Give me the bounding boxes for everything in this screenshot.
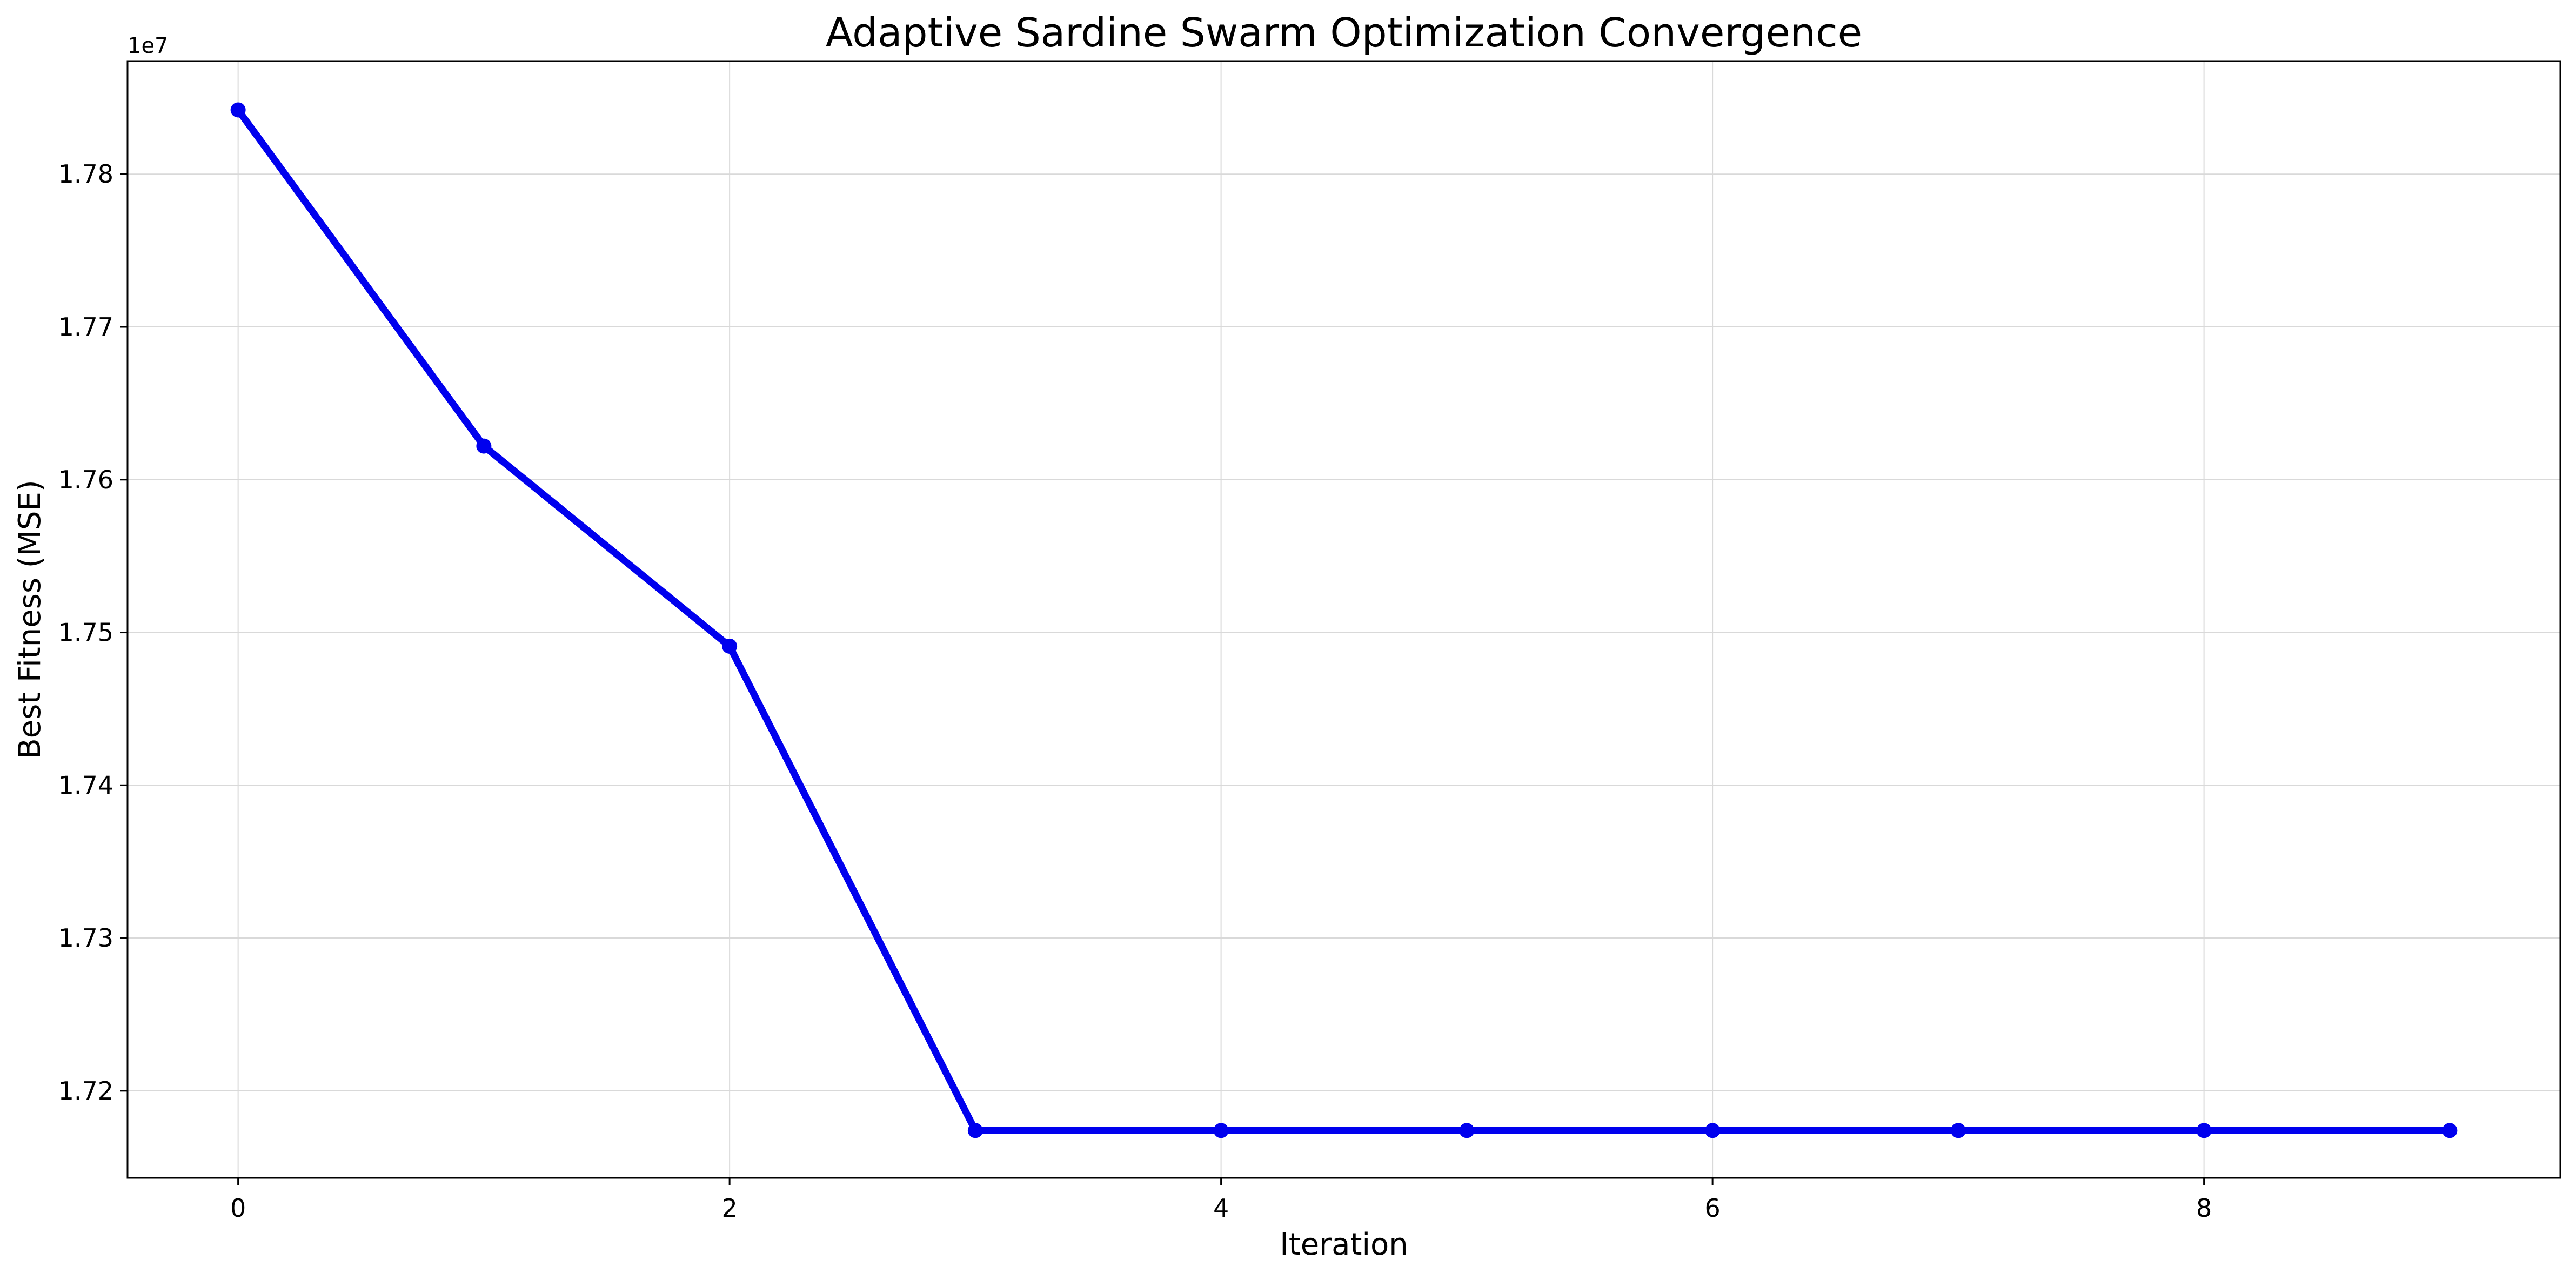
data-series bbox=[230, 102, 2458, 1138]
chart-title: Adaptive Sardine Swarm Optimization Conv… bbox=[826, 10, 1862, 56]
x-axis-label: Iteration bbox=[1280, 1227, 1408, 1262]
y-tick-label: 1.74 bbox=[58, 770, 113, 800]
data-point bbox=[2442, 1123, 2458, 1138]
data-point bbox=[476, 438, 492, 454]
y-tick-label: 1.73 bbox=[58, 923, 113, 953]
data-point bbox=[1950, 1123, 1966, 1138]
data-point bbox=[2196, 1123, 2212, 1138]
plot-frame bbox=[126, 60, 2561, 1179]
y-tick-label: 1.77 bbox=[58, 312, 113, 341]
x-tick-label: 2 bbox=[721, 1194, 737, 1223]
y-tick-label: 1.75 bbox=[58, 618, 113, 647]
x-tick-label: 8 bbox=[2196, 1194, 2212, 1223]
data-point bbox=[1459, 1123, 1475, 1138]
x-tick-label: 4 bbox=[1213, 1194, 1229, 1223]
x-tick-label: 6 bbox=[1704, 1194, 1720, 1223]
x-tick-label: 0 bbox=[230, 1194, 246, 1223]
axis-ticks: 0 2 4 6 8 1.72 1.73 1.74 1.75 1.76 1.77 1.78 bbox=[58, 159, 2212, 1223]
grid bbox=[128, 61, 2560, 1178]
series-line bbox=[235, 106, 2453, 1134]
data-point bbox=[722, 638, 738, 654]
y-axis-offset-label: 1e7 bbox=[128, 33, 169, 58]
y-tick-label: 1.76 bbox=[58, 465, 113, 494]
data-point bbox=[967, 1123, 983, 1138]
data-point bbox=[1705, 1123, 1721, 1138]
data-point bbox=[230, 102, 246, 118]
data-point bbox=[1213, 1123, 1229, 1138]
y-tick-label: 1.78 bbox=[58, 159, 113, 189]
y-axis-label: Best Fitness (MSE) bbox=[12, 480, 48, 759]
y-tick-label: 1.72 bbox=[58, 1076, 113, 1105]
